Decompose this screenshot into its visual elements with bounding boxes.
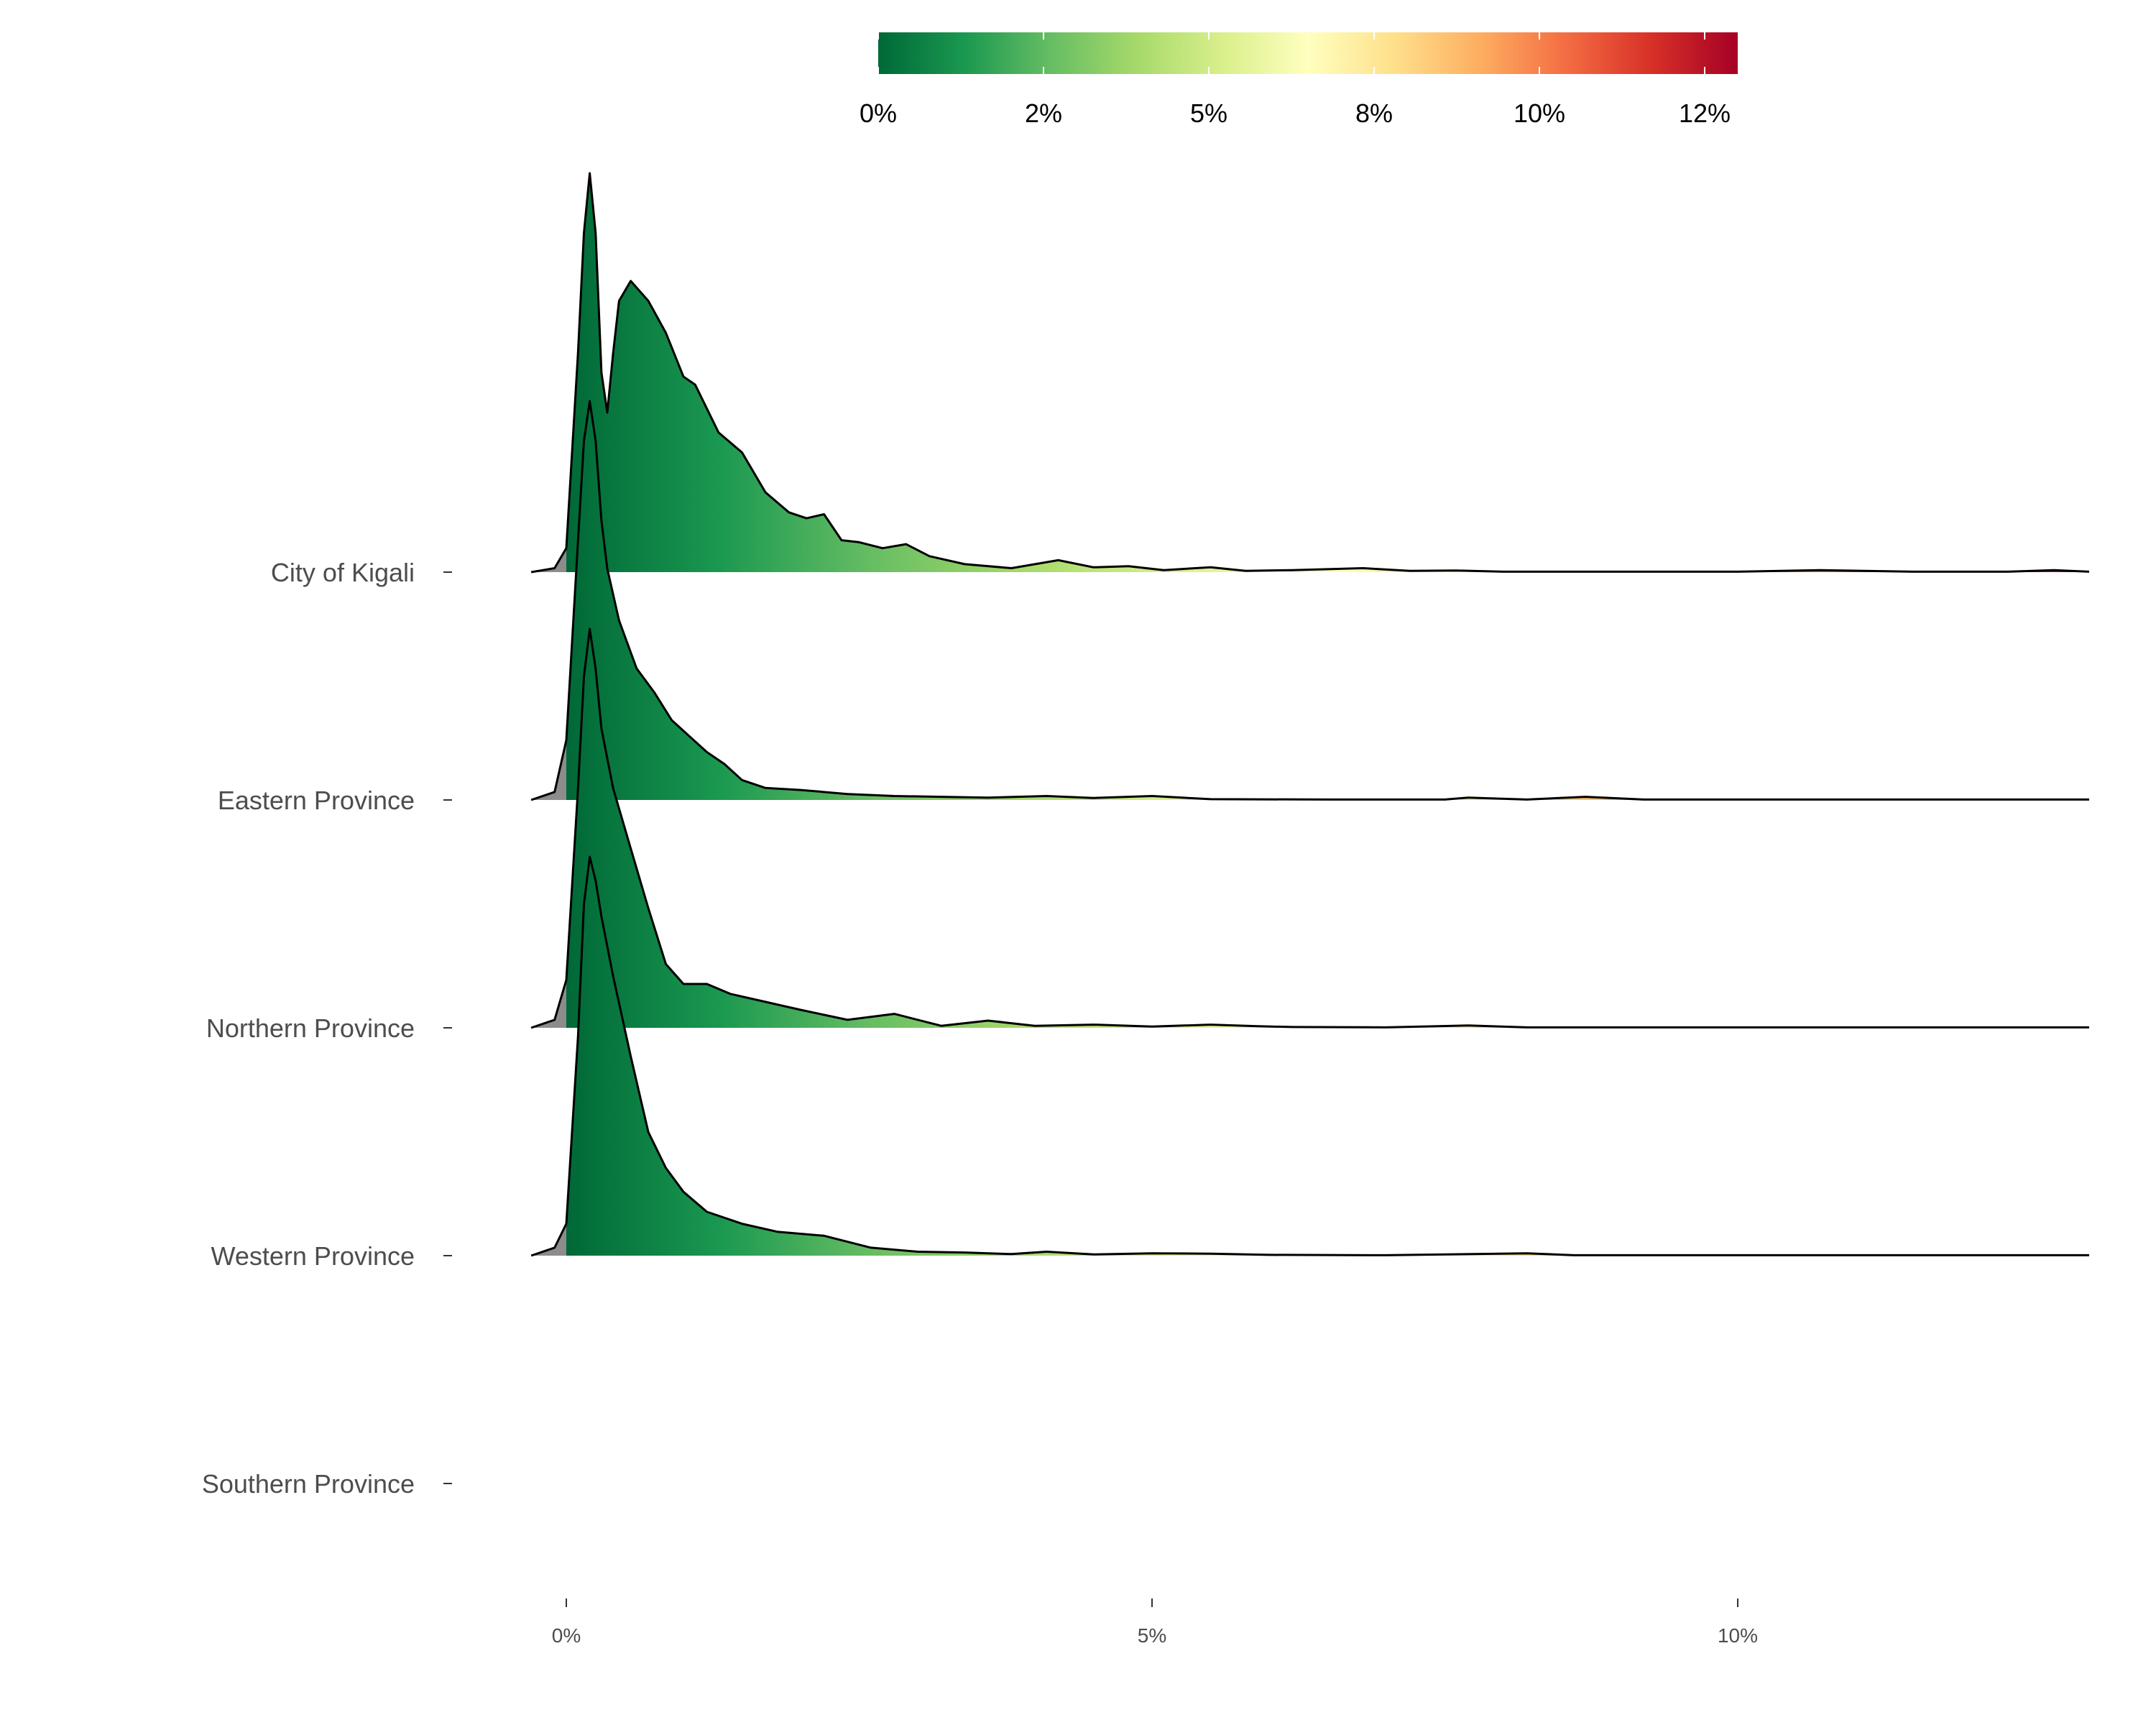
- y-tick-label-city-of-kigali: City of Kigali: [271, 558, 415, 587]
- ridge-outline: [530, 627, 2089, 1029]
- x-tick-label: 10%: [1718, 1624, 1758, 1647]
- ridge-northern-province: [530, 627, 2089, 1029]
- y-tick-label-eastern-province: Eastern Province: [218, 786, 415, 815]
- y-axis: City of Kigali Eastern Province Northern P…: [202, 558, 452, 1499]
- legend-colorbar: [878, 32, 1738, 74]
- ridge-fill: [566, 173, 2089, 572]
- ridge-outline: [530, 172, 2090, 574]
- ridge-outline: [530, 855, 2089, 1257]
- ridge-eastern-province: [530, 400, 2089, 801]
- x-tick-label: 5%: [1138, 1624, 1166, 1647]
- color-legend: 0% 2% 5% 8% 10% 12%: [860, 32, 1738, 128]
- ridge-western-province: [530, 855, 2089, 1257]
- ridge-fill: [566, 857, 2089, 1256]
- y-tick-label-western-province: Western Province: [211, 1241, 415, 1271]
- legend-tick-label: 0%: [860, 98, 897, 128]
- ridge-negative-fill: [531, 740, 566, 800]
- y-tick-label-southern-province: Southern Province: [202, 1469, 415, 1499]
- legend-tick-label: 2%: [1025, 98, 1062, 128]
- ridge-negative-fill: [531, 1223, 566, 1256]
- ridge-fill: [566, 401, 2089, 800]
- ridge-city-of-kigali: [530, 172, 2090, 574]
- ridge-outline: [530, 400, 2089, 801]
- legend-tick-label: 8%: [1355, 98, 1393, 128]
- x-axis: 0% 5% 10%: [552, 1598, 1758, 1647]
- legend-tick-label: 5%: [1190, 98, 1227, 128]
- ridges: [530, 172, 2090, 1257]
- legend-tick-label: 12%: [1679, 98, 1731, 128]
- ridge-fill: [566, 629, 2089, 1028]
- legend-tick-label: 10%: [1514, 98, 1565, 128]
- ridge-negative-fill: [531, 980, 566, 1028]
- y-tick-label-northern-province: Northern Province: [206, 1013, 415, 1043]
- ridge-negative-fill: [531, 548, 566, 572]
- x-tick-label: 0%: [552, 1624, 581, 1647]
